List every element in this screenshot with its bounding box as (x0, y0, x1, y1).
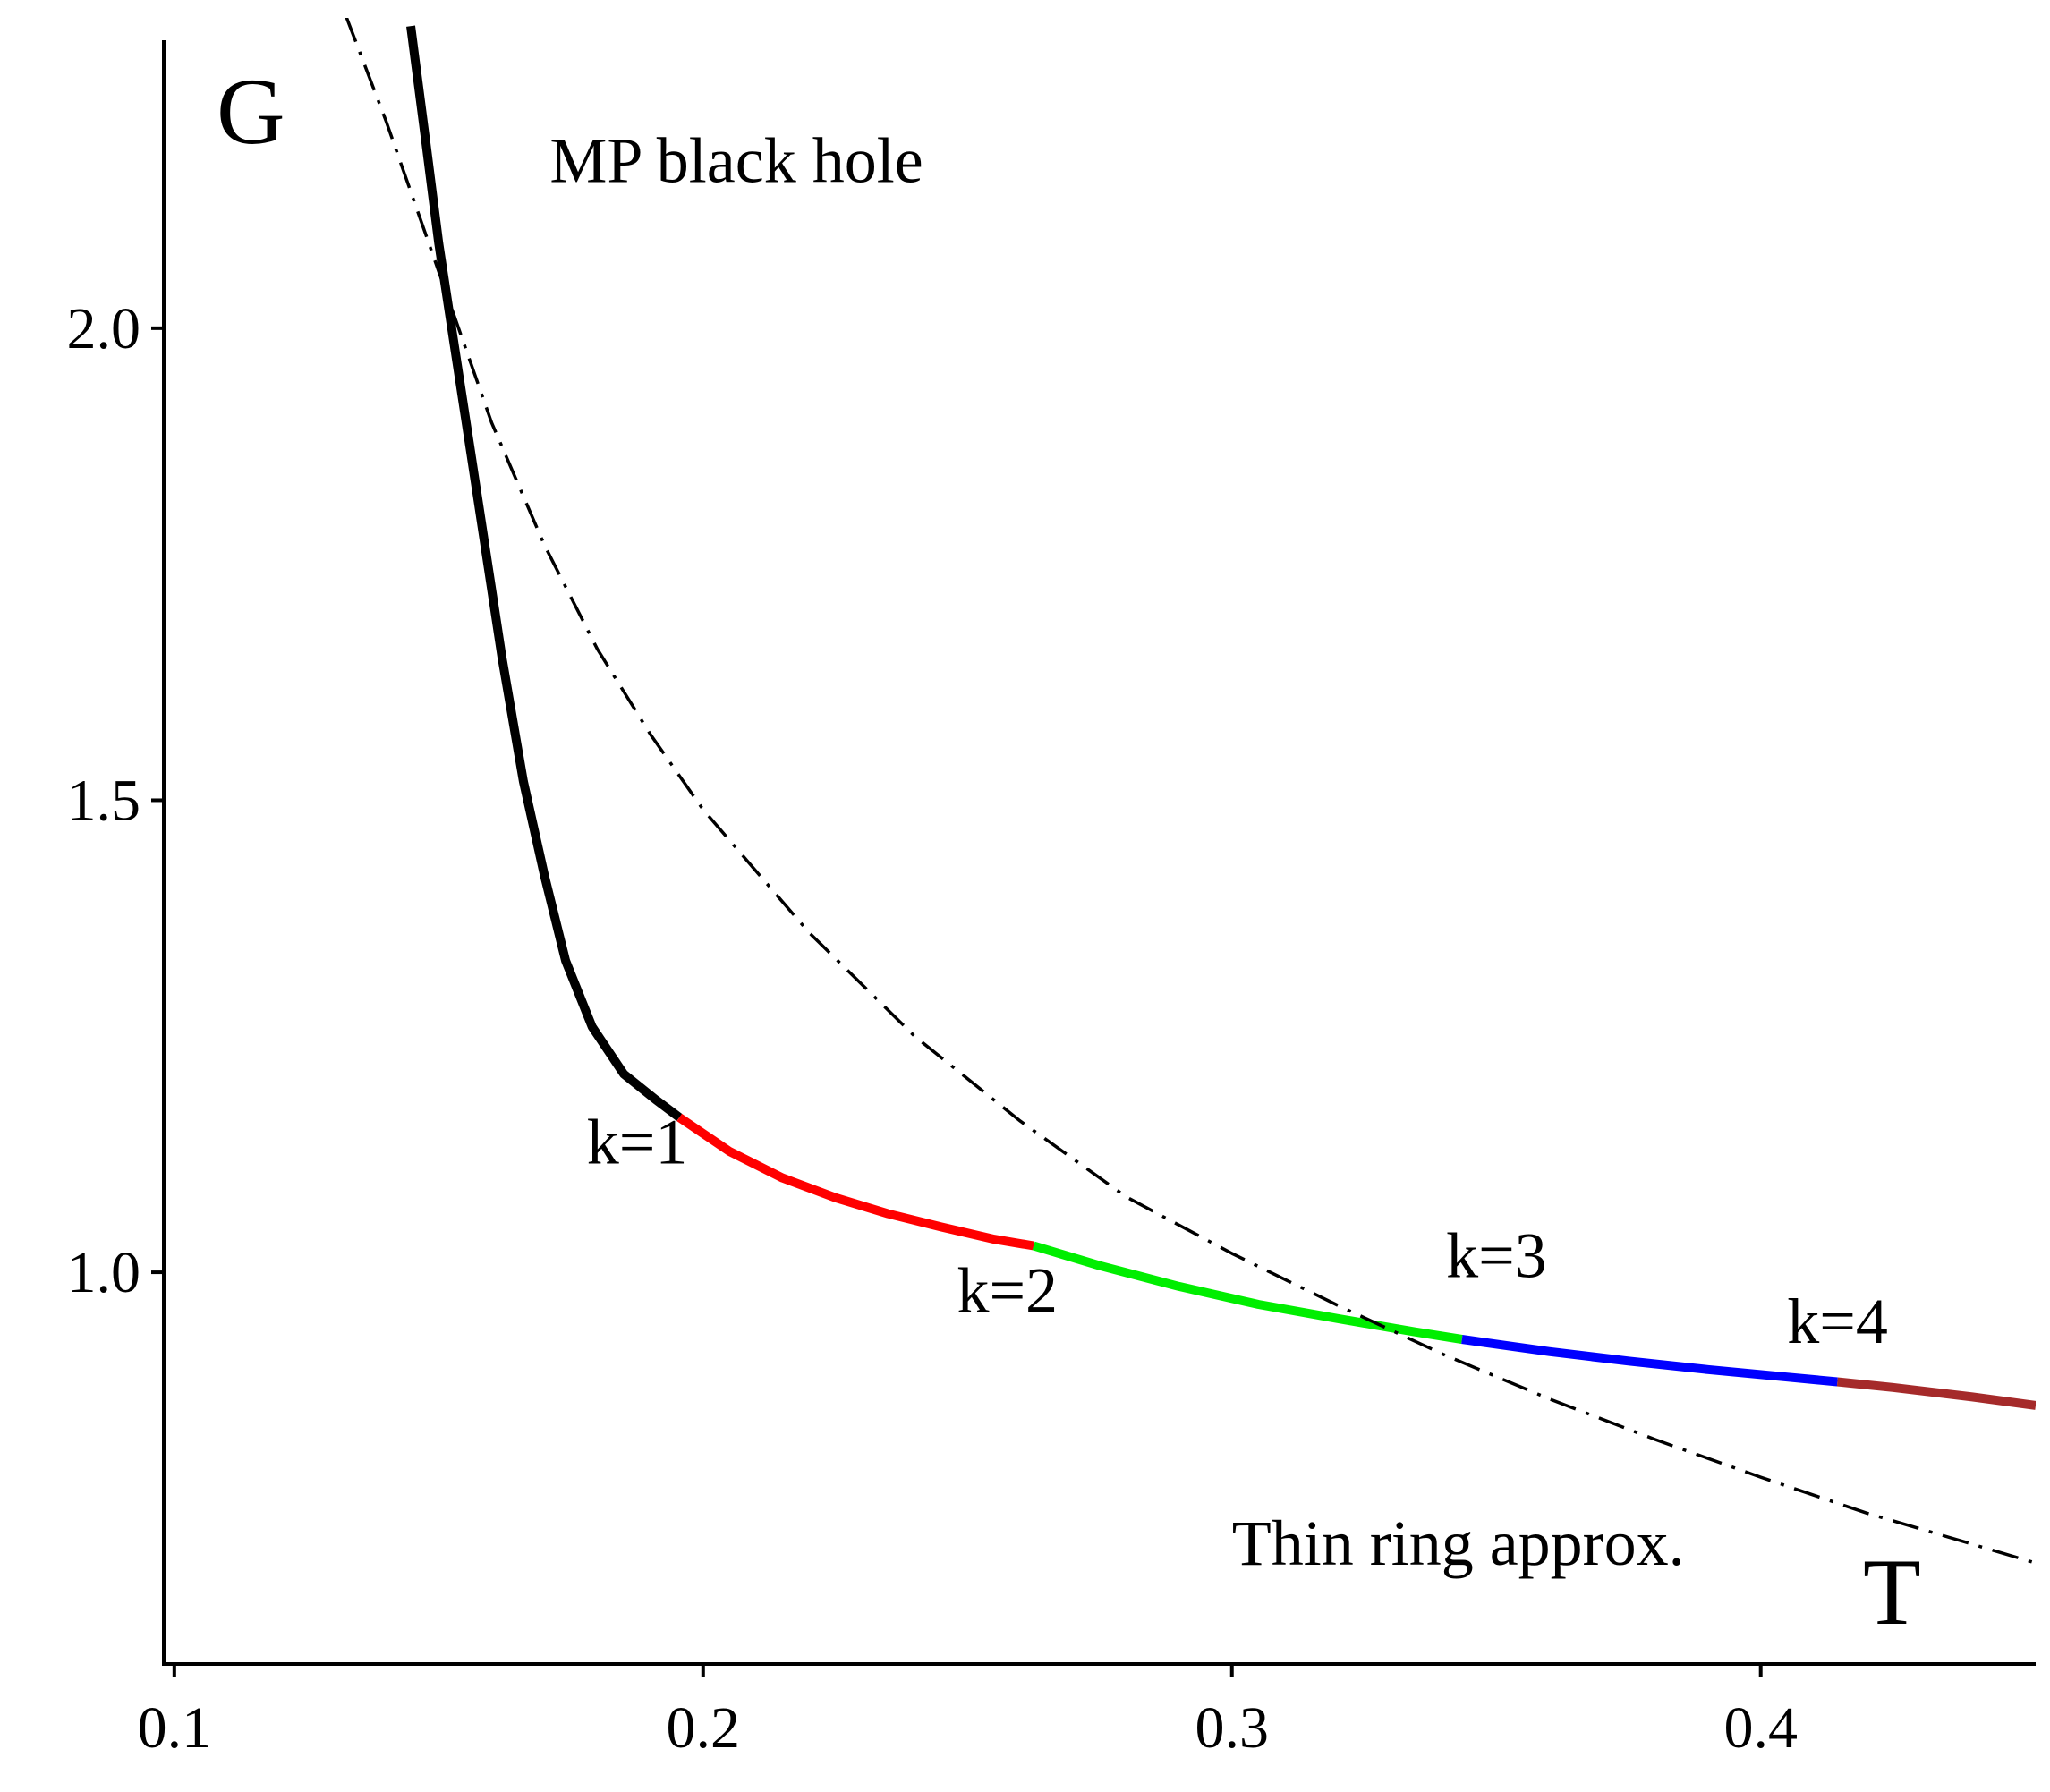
annotation-k-3: k=3 (1446, 1219, 1547, 1291)
annotation-layer: MP black hole k=1 k=2 k=3 k=4 Thin ring appro… (549, 124, 1887, 1579)
axes-layer (162, 40, 2036, 1666)
x-axis-title: T (1863, 1540, 1921, 1644)
series-line-k-3 (1461, 1335, 1838, 1387)
annotation-thin-ring-approx: Thin ring approx. (1232, 1507, 1685, 1579)
series-line-k-2 (1032, 1241, 1463, 1344)
ticks-layer: 0.1 0.2 0.3 0.4 1.0 1.5 2.0 (67, 296, 1798, 1761)
series-line-thin-ring-approx (345, 18, 2036, 1565)
series-line-k-1 (676, 1113, 1034, 1251)
x-tick-label: 0.1 (138, 1695, 212, 1761)
series-layer (345, 18, 2036, 1565)
y-tick-label: 1.0 (67, 1240, 141, 1305)
x-tick-label: 0.4 (1723, 1695, 1798, 1761)
x-tick-label: 0.2 (667, 1695, 741, 1761)
y-tick-label: 1.5 (67, 768, 141, 833)
y-tick-label: 2.0 (67, 296, 141, 361)
annotation-mp-black-hole: MP black hole (549, 124, 923, 196)
x-tick-label: 0.3 (1195, 1695, 1269, 1761)
annotation-k-4: k=4 (1787, 1286, 1888, 1357)
labels-layer: G T (217, 59, 1921, 1644)
annotation-k-1: k=1 (587, 1107, 688, 1178)
annotation-k-2: k=2 (957, 1254, 1058, 1326)
series-line-mp-black-hole (406, 25, 683, 1121)
y-axis-title: G (217, 59, 285, 164)
series-line-k-4 (1836, 1377, 2036, 1410)
